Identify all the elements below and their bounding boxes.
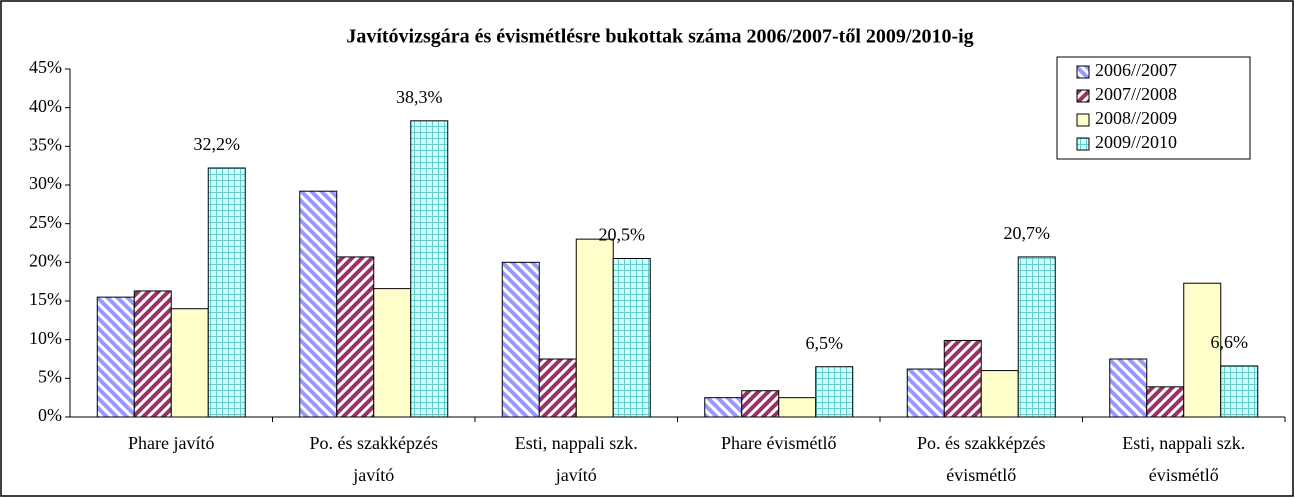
bar <box>410 120 449 418</box>
chart-title: Javítóvizsgára és évismétlésre bukottak … <box>346 26 973 48</box>
data-label: 20,7% <box>1004 223 1051 243</box>
data-label: 6,6% <box>1211 332 1249 352</box>
y-tick-label: 15% <box>29 289 62 309</box>
legend-label: 2009//2010 <box>1095 132 1177 152</box>
bar <box>778 397 817 418</box>
bar <box>133 290 172 418</box>
bar <box>501 261 540 418</box>
y-tick-label: 0% <box>38 405 62 425</box>
y-tick-label: 10% <box>29 328 62 348</box>
y-tick-label: 35% <box>29 134 62 154</box>
legend-swatch <box>1076 89 1090 103</box>
bar <box>943 339 982 418</box>
bar <box>170 308 209 418</box>
bar <box>906 368 945 418</box>
legend-label: 2006//2007 <box>1095 60 1177 80</box>
x-tick-label: Phare évismétlő <box>721 433 836 453</box>
legend-label: 2008//2009 <box>1095 108 1177 128</box>
x-tick-label: Po. és szakképzés évismétlő <box>917 433 1045 485</box>
y-tick-label: 45% <box>29 57 62 77</box>
bar <box>538 358 577 418</box>
bar <box>299 190 338 418</box>
data-label: 32,2% <box>194 134 241 154</box>
data-label: 38,3% <box>396 87 443 107</box>
bar <box>1109 358 1148 418</box>
bar <box>373 288 412 418</box>
x-tick-label: Phare javító <box>128 433 214 453</box>
legend-swatch <box>1076 113 1090 127</box>
bar <box>336 256 375 418</box>
data-label: 20,5% <box>599 225 646 245</box>
bar <box>1220 365 1259 418</box>
bar <box>96 296 135 418</box>
legend-swatch <box>1076 137 1090 151</box>
bar <box>1146 386 1185 418</box>
bar <box>741 390 780 418</box>
bar <box>704 397 743 418</box>
data-label: 6,5% <box>806 333 844 353</box>
bar <box>1017 256 1056 418</box>
x-tick-label: Esti, nappali szk. javító <box>515 433 638 485</box>
bar <box>207 167 246 418</box>
bar <box>980 370 1019 418</box>
legend-swatch <box>1076 65 1090 79</box>
y-tick-label: 40% <box>29 96 62 116</box>
y-tick-label: 5% <box>38 366 62 386</box>
y-tick-label: 25% <box>29 212 62 232</box>
bar <box>1183 282 1222 418</box>
x-tick-label: Esti, nappali szk. évismétlő <box>1122 433 1245 485</box>
bar <box>815 366 854 418</box>
bar <box>575 238 614 418</box>
bar <box>612 257 651 418</box>
x-tick-label: Po. és szakképzés javító <box>310 433 438 485</box>
y-tick-label: 30% <box>29 173 62 193</box>
y-tick-label: 20% <box>29 250 62 270</box>
legend-label: 2007//2008 <box>1095 84 1177 104</box>
